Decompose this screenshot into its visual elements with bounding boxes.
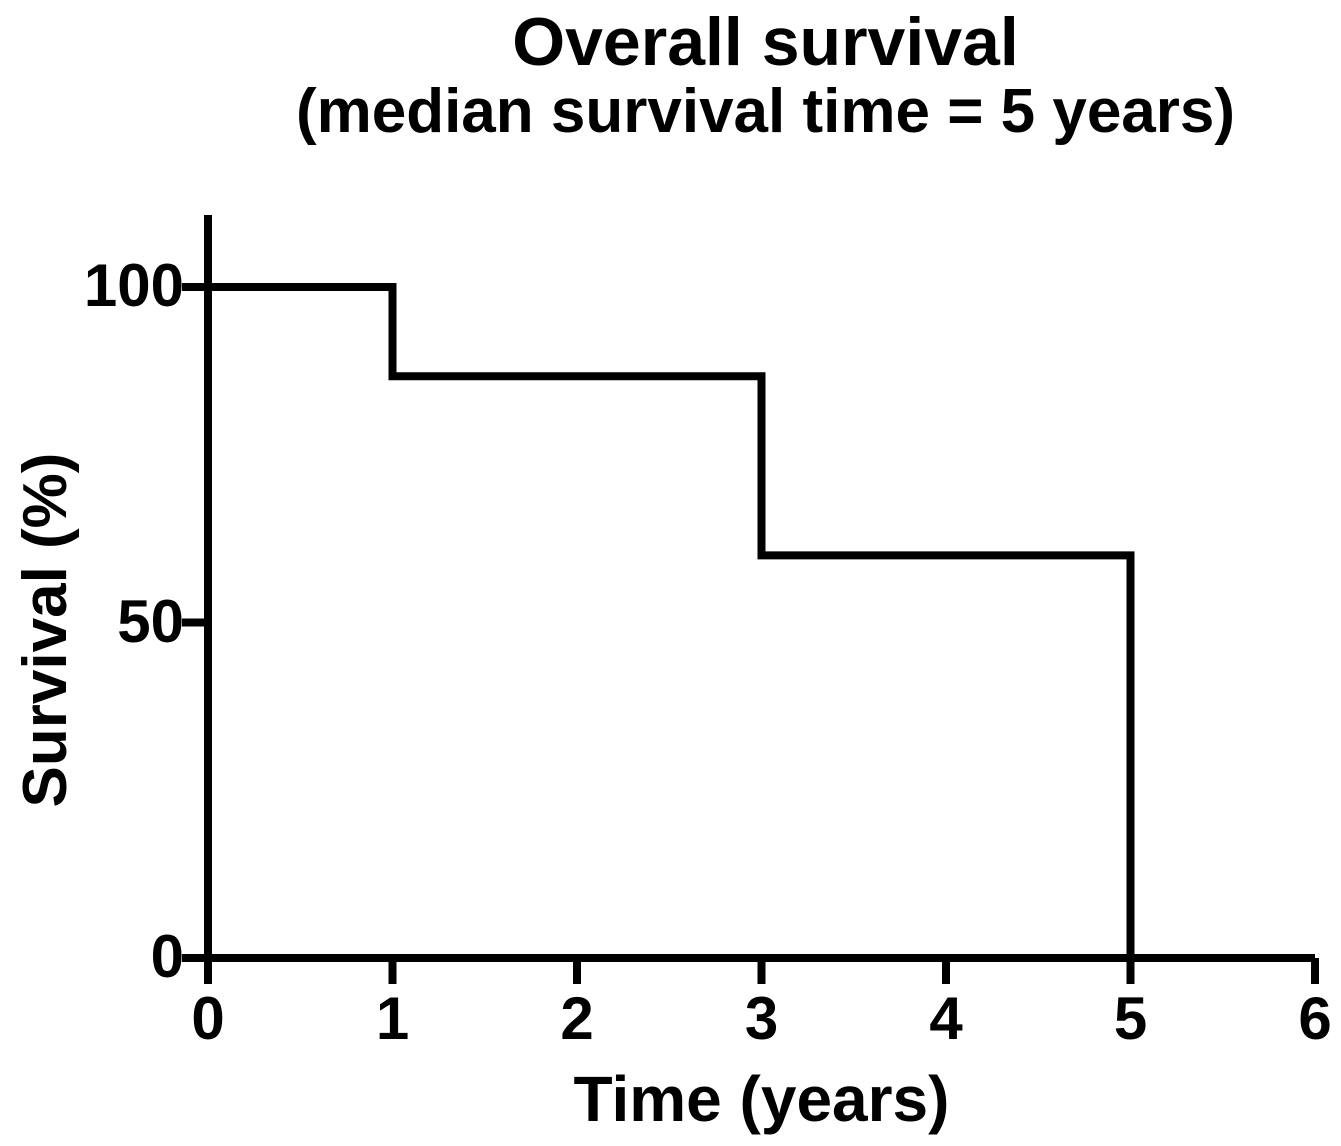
- x-tick-label: 6: [1298, 985, 1332, 1052]
- survival-curve: [208, 283, 1135, 958]
- y-tick-label: 100: [83, 252, 184, 320]
- y-tick-label: 0: [150, 923, 184, 991]
- y-tick-label: 50: [117, 587, 184, 655]
- x-tick-label: 4: [929, 985, 963, 1052]
- x-tick-label: 2: [560, 985, 594, 1052]
- x-tick-label: 0: [191, 985, 225, 1052]
- chart-title-block: Overall survival (median survival time =…: [190, 4, 1341, 147]
- x-tick-label: 5: [1113, 985, 1148, 1052]
- x-tick-label: 3: [744, 985, 779, 1052]
- chart-title: Overall survival: [512, 4, 1019, 80]
- x-tick-label: 1: [375, 985, 410, 1052]
- chart-subtitle: (median survival time = 5 years): [295, 77, 1236, 147]
- x-axis-title: Time (years): [573, 1063, 950, 1135]
